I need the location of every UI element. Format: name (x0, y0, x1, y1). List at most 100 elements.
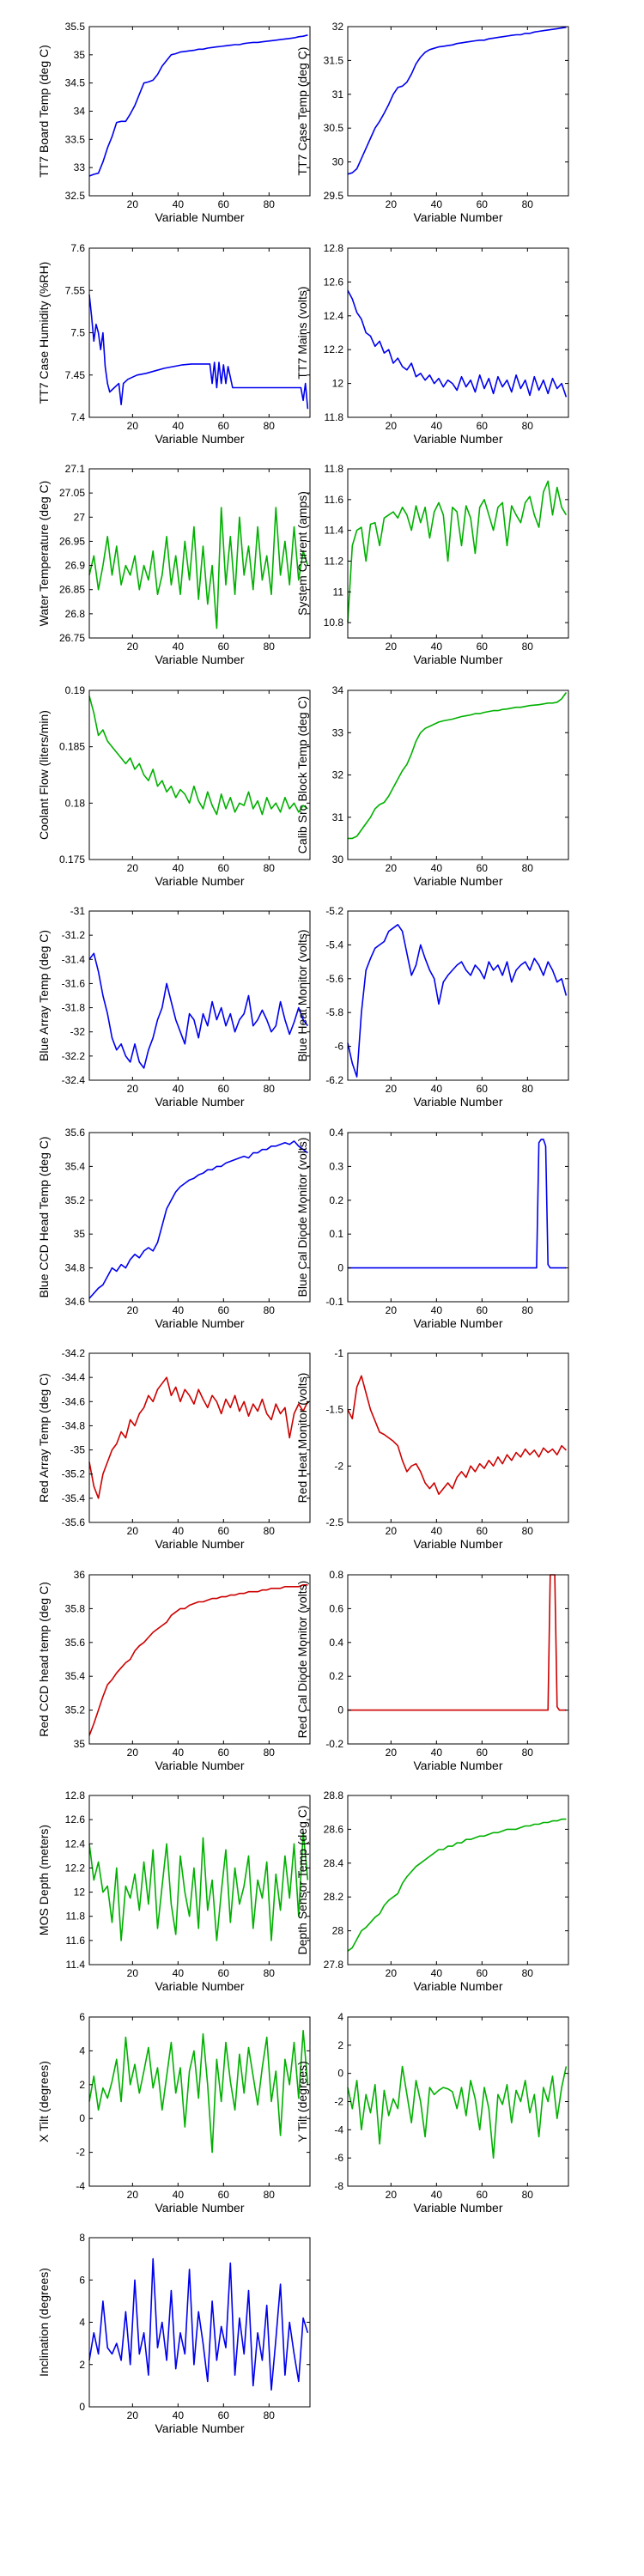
blue-heat-monitor-x-tick-label: 40 (431, 1083, 443, 1095)
mos-depth-y-tick-label: 11.6 (66, 1935, 86, 1947)
depth-sensor-temp-y-tick-label: 28.6 (324, 1823, 344, 1835)
coolant-flow-y-axis-label: Coolant Flow (liters/min) (37, 710, 51, 840)
y-tilt-x-tick-label: 40 (431, 2189, 443, 2201)
tt7-case-temp-x-tick-label: 40 (431, 198, 443, 210)
inclination-x-axis-label: Variable Number (155, 2421, 244, 2435)
blue-heat-monitor-y-tick-label: -5.6 (325, 973, 343, 985)
blue-ccd-head-temp-y-tick-label: 35 (74, 1228, 86, 1240)
system-current-x-tick-label: 20 (386, 641, 398, 653)
calib-src-block-temp-y-tick-label: 31 (332, 811, 344, 823)
blue-ccd-head-temp-y-tick-label: 35.2 (65, 1194, 86, 1206)
inclination-y-tick-label: 2 (79, 2359, 85, 2371)
inclination-y-tick-label: 0 (79, 2401, 85, 2413)
red-cal-diode-monitor-x-axis-label: Variable Number (413, 1759, 502, 1772)
tt7-case-temp-x-axis-label: Variable Number (413, 210, 502, 224)
tt7-case-humidity-x-tick-label: 80 (264, 420, 276, 432)
mos-depth-y-tick-label: 11.4 (66, 1959, 86, 1971)
tt7-case-temp-x-tick-label: 80 (522, 198, 534, 210)
red-cal-diode-monitor-series-line (348, 1573, 567, 1710)
tt7-board-temp-y-tick-label: 33 (74, 161, 86, 173)
blue-array-temp-x-tick-label: 60 (218, 1083, 230, 1095)
red-ccd-head-temp-plot-frame (88, 1574, 311, 1744)
blue-ccd-head-temp-x-tick-label: 20 (127, 1304, 139, 1316)
tt7-board-temp-y-tick-label: 35 (74, 49, 86, 61)
x-tilt-y-axis-label: X Tilt (degrees) (37, 2061, 51, 2142)
red-cal-diode-monitor-y-tick-label: -0.2 (325, 1738, 343, 1750)
chart-tt7-board-temp: 20 40 60 80 32.5 33 33.5 34 34.5 35 35.5 Variable N… (37, 21, 311, 224)
y-tilt-x-axis-label: Variable Number (413, 2201, 502, 2215)
blue-heat-monitor-x-tick-label: 20 (386, 1083, 398, 1095)
mos-depth-y-axis-label: MOS Depth (meters) (37, 1825, 51, 1935)
coolant-flow-x-tick-label: 20 (127, 862, 139, 874)
y-tilt-y-tick-label: 0 (337, 2067, 343, 2079)
tt7-board-temp-y-axis-label: TT7 Board Temp (deg C) (37, 45, 51, 178)
tt7-case-humidity-series-line (88, 294, 309, 409)
chart-depth-sensor-temp: 20 40 60 80 27.8 28 28.2 28.4 28.6 28.8 Variable N… (295, 1789, 569, 1993)
red-heat-monitor-y-axis-label: Red Heat Monitor (volts) (295, 1373, 309, 1504)
coolant-flow-y-tick-label: 0.18 (65, 797, 86, 809)
tt7-mains-x-tick-label: 80 (522, 420, 534, 432)
blue-ccd-head-temp-y-tick-label: 34.8 (65, 1261, 86, 1273)
chart-red-heat-monitor: 20 40 60 80 -2.5 -2 -1.5 -1 Variable Number Red H… (295, 1347, 569, 1551)
blue-cal-diode-monitor-x-tick-label: 60 (477, 1304, 489, 1316)
calib-src-block-temp-y-tick-label: 32 (332, 769, 344, 781)
blue-array-temp-x-tick-label: 80 (264, 1083, 276, 1095)
red-array-temp-x-tick-label: 40 (173, 1525, 185, 1537)
coolant-flow-x-tick-label: 40 (173, 862, 185, 874)
coolant-flow-x-tick-label: 60 (218, 862, 230, 874)
red-heat-monitor-plot-frame (347, 1352, 569, 1523)
calib-src-block-temp-x-tick-label: 20 (386, 862, 398, 874)
tt7-board-temp-plot-frame (88, 26, 311, 197)
red-ccd-head-temp-x-tick-label: 20 (127, 1747, 139, 1759)
red-heat-monitor-y-tick-label: -2.5 (325, 1516, 343, 1528)
calib-src-block-temp-y-tick-label: 30 (332, 854, 344, 866)
chart-red-ccd-head-temp: 20 40 60 80 35 35.2 35.4 35.6 35.8 36 Variable Num… (37, 1569, 311, 1772)
blue-heat-monitor-x-tick-label: 60 (477, 1083, 489, 1095)
blue-cal-diode-monitor-x-tick-label: 40 (431, 1304, 443, 1316)
tt7-case-temp-y-tick-label: 30.5 (324, 122, 344, 134)
chart-tt7-mains: 20 40 60 80 11.8 12 12.2 12.4 12.6 12.8 Variable N… (295, 242, 569, 446)
blue-heat-monitor-plot-frame (347, 910, 569, 1081)
tt7-mains-y-tick-label: 12.2 (324, 343, 344, 355)
blue-ccd-head-temp-x-tick-label: 80 (264, 1304, 276, 1316)
inclination-x-tick-label: 60 (218, 2409, 230, 2421)
system-current-x-tick-label: 60 (477, 641, 489, 653)
chart-red-cal-diode-monitor: 20 40 60 80 -0.2 0 0.2 0.4 0.6 0.8 Variable Number… (295, 1569, 569, 1772)
chart-x-tilt: 20 40 60 80 -4 -2 0 2 4 6 Variable Number X Tilt (d… (37, 2011, 311, 2215)
water-temperature-y-tick-label: 26.95 (59, 535, 85, 547)
x-tilt-y-tick-label: 2 (79, 2078, 85, 2090)
y-tilt-x-tick-label: 20 (386, 2189, 398, 2201)
red-heat-monitor-x-tick-label: 20 (386, 1525, 398, 1537)
chart-blue-cal-diode-monitor: 20 40 60 80 -0.1 0 0.1 0.2 0.3 0.4 Variable Number… (295, 1127, 569, 1330)
blue-cal-diode-monitor-x-axis-label: Variable Number (413, 1316, 502, 1330)
tt7-board-temp-y-tick-label: 34.5 (65, 77, 86, 89)
tt7-mains-x-tick-label: 40 (431, 420, 443, 432)
blue-array-temp-y-tick-label: -32.2 (62, 1050, 86, 1062)
system-current-y-tick-label: 11.2 (325, 555, 344, 567)
water-temperature-y-axis-label: Water Temperature (deg C) (37, 481, 51, 627)
inclination-y-tick-label: 8 (79, 2232, 85, 2244)
y-tilt-y-tick-label: -2 (334, 2095, 343, 2107)
chart-system-current: 20 40 60 80 10.8 11 11.2 11.4 11.6 11.8 Variable N… (295, 463, 569, 666)
mos-depth-plot-frame (88, 1795, 311, 1965)
red-array-temp-y-tick-label: -35 (70, 1444, 86, 1456)
mos-depth-y-tick-label: 12.4 (65, 1838, 86, 1850)
blue-array-temp-y-tick-label: -32 (70, 1026, 86, 1038)
inclination-y-tick-label: 4 (79, 2317, 85, 2329)
x-tilt-plot-frame (88, 2016, 311, 2186)
red-ccd-head-temp-x-tick-label: 60 (218, 1747, 230, 1759)
tt7-board-temp-x-tick-label: 20 (127, 198, 139, 210)
red-cal-diode-monitor-y-axis-label: Red Cal Diode Monitor (volts) (295, 1580, 309, 1738)
red-heat-monitor-series-line (347, 1375, 567, 1495)
y-tilt-y-axis-label: Y Tilt (degrees) (295, 2061, 309, 2142)
red-heat-monitor-y-tick-label: -1 (334, 1347, 343, 1359)
tt7-mains-y-axis-label: TT7 Mains (volts) (295, 286, 309, 379)
blue-ccd-head-temp-plot-frame (88, 1132, 311, 1302)
chart-inclination: 20 40 60 80 0 2 4 6 8 Variable Number Inclination … (37, 2232, 311, 2435)
depth-sensor-temp-plot-frame (347, 1795, 569, 1965)
tt7-case-humidity-y-tick-label: 7.5 (70, 326, 85, 338)
calib-src-block-temp-x-tick-label: 60 (477, 862, 489, 874)
water-temperature-x-tick-label: 20 (127, 641, 139, 653)
tt7-case-humidity-y-tick-label: 7.4 (70, 411, 85, 423)
water-temperature-x-tick-label: 60 (218, 641, 230, 653)
